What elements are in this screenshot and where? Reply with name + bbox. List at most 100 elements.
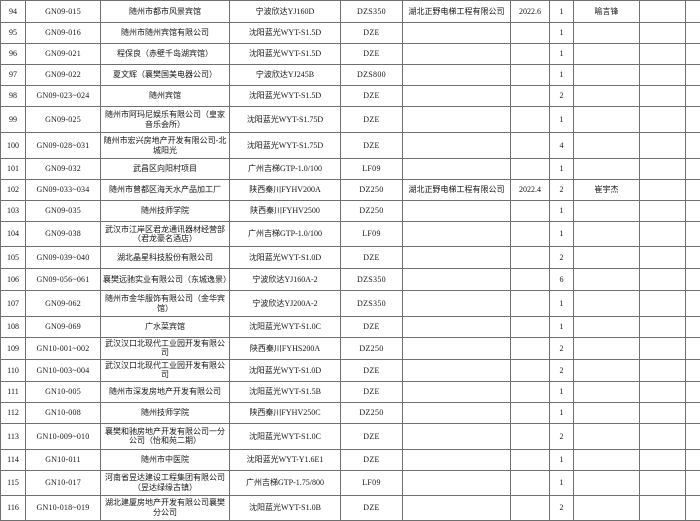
cell-code[interactable]: GN09-033~034 (26, 180, 101, 201)
cell-unit[interactable]: 随州市深发房地产开发有限公司 (101, 381, 230, 402)
cell-type[interactable]: DZE (341, 23, 403, 44)
cell-company[interactable] (403, 65, 511, 86)
cell-blank2[interactable] (686, 423, 700, 449)
cell-blank1[interactable] (640, 359, 686, 381)
cell-qty[interactable]: 2 (550, 359, 574, 381)
cell-date[interactable]: 2022.6 (511, 1, 550, 23)
cell-model[interactable]: 广州吉梯GTP-1.0/100 (230, 159, 341, 180)
cell-blank1[interactable] (640, 247, 686, 269)
cell-company[interactable]: 湖北正野电梯工程有限公司 (403, 180, 511, 201)
cell-company[interactable] (403, 449, 511, 470)
cell-blank1[interactable] (640, 65, 686, 86)
cell-blank1[interactable] (640, 201, 686, 222)
cell-seq[interactable]: 105 (1, 247, 26, 269)
cell-model[interactable]: 沈阳蓝光WYT-S1.0C (230, 423, 341, 449)
cell-qty[interactable]: 2 (550, 495, 574, 520)
cell-code[interactable]: GN10-011 (26, 449, 101, 470)
cell-seq[interactable]: 111 (1, 381, 26, 402)
cell-blank1[interactable] (640, 44, 686, 65)
cell-seq[interactable]: 112 (1, 402, 26, 423)
cell-company[interactable] (403, 44, 511, 65)
cell-code[interactable]: GN10-018~019 (26, 495, 101, 520)
cell-model[interactable]: 宁波欣达YJ160D (230, 1, 341, 23)
cell-blank2[interactable] (686, 338, 700, 360)
cell-date[interactable] (511, 381, 550, 402)
cell-unit[interactable]: 随州技师学院 (101, 402, 230, 423)
cell-model[interactable]: 沈阳蓝光WYT-S1.0B (230, 495, 341, 520)
cell-company[interactable] (403, 269, 511, 291)
cell-type[interactable]: DZ250 (341, 201, 403, 222)
cell-blank2[interactable] (686, 359, 700, 381)
cell-blank2[interactable] (686, 269, 700, 291)
cell-model[interactable]: 沈阳蓝光WYT-S1.0C (230, 317, 341, 338)
cell-blank2[interactable] (686, 23, 700, 44)
cell-blank1[interactable] (640, 470, 686, 495)
cell-qty[interactable]: 1 (550, 201, 574, 222)
cell-seq[interactable]: 99 (1, 107, 26, 133)
cell-unit[interactable]: 随州市金华服饰有限公司（金华宾馆） (101, 291, 230, 317)
cell-seq[interactable]: 109 (1, 338, 26, 360)
cell-model[interactable]: 陕西秦川FYHS200A (230, 338, 341, 360)
cell-person[interactable] (574, 423, 640, 449)
cell-unit[interactable]: 随州技师学院 (101, 201, 230, 222)
cell-unit[interactable]: 随州市宏兴房地产开发有限公司-北城阳光 (101, 133, 230, 159)
cell-company[interactable] (403, 247, 511, 269)
cell-date[interactable] (511, 402, 550, 423)
cell-seq[interactable]: 103 (1, 201, 26, 222)
cell-blank1[interactable] (640, 317, 686, 338)
cell-company[interactable] (403, 159, 511, 180)
cell-unit[interactable]: 随州市随州宾馆有限公司 (101, 23, 230, 44)
cell-code[interactable]: GN09-021 (26, 44, 101, 65)
cell-code[interactable]: GN09-025 (26, 107, 101, 133)
cell-unit[interactable]: 随州市中医院 (101, 449, 230, 470)
cell-qty[interactable]: 2 (550, 247, 574, 269)
cell-unit[interactable]: 襄樊远驰实业有限公司（东城逸景） (101, 269, 230, 291)
cell-unit[interactable]: 随州市曾都区海天水产品加工厂 (101, 180, 230, 201)
cell-qty[interactable]: 1 (550, 381, 574, 402)
cell-model[interactable]: 陕西秦川FYHV2500 (230, 201, 341, 222)
cell-blank2[interactable] (686, 86, 700, 107)
cell-type[interactable]: DZE (341, 359, 403, 381)
cell-model[interactable]: 沈阳蓝光WYT-S1.0D (230, 359, 341, 381)
cell-seq[interactable]: 107 (1, 291, 26, 317)
cell-unit[interactable]: 夏文辉（襄樊国美电器公司） (101, 65, 230, 86)
cell-date[interactable] (511, 65, 550, 86)
cell-code[interactable]: GN09-062 (26, 291, 101, 317)
cell-code[interactable]: GN09-023~024 (26, 86, 101, 107)
cell-qty[interactable]: 1 (550, 65, 574, 86)
cell-blank1[interactable] (640, 133, 686, 159)
cell-person[interactable] (574, 159, 640, 180)
cell-company[interactable] (403, 133, 511, 159)
cell-person[interactable]: 喻言锋 (574, 1, 640, 23)
cell-blank1[interactable] (640, 1, 686, 23)
cell-seq[interactable]: 98 (1, 86, 26, 107)
cell-person[interactable] (574, 470, 640, 495)
cell-person[interactable] (574, 222, 640, 247)
cell-seq[interactable]: 110 (1, 359, 26, 381)
cell-blank1[interactable] (640, 402, 686, 423)
cell-seq[interactable]: 94 (1, 1, 26, 23)
cell-seq[interactable]: 97 (1, 65, 26, 86)
cell-blank1[interactable] (640, 222, 686, 247)
cell-person[interactable] (574, 359, 640, 381)
cell-unit[interactable]: 程保良（赤壁千岛湖宾馆） (101, 44, 230, 65)
cell-person[interactable] (574, 381, 640, 402)
cell-blank1[interactable] (640, 449, 686, 470)
cell-seq[interactable]: 101 (1, 159, 26, 180)
cell-code[interactable]: GN10-001~002 (26, 338, 101, 360)
cell-blank1[interactable] (640, 107, 686, 133)
cell-unit[interactable]: 武汉汉口北现代工业园开发有限公司 (101, 338, 230, 360)
cell-qty[interactable]: 1 (550, 449, 574, 470)
cell-person[interactable] (574, 65, 640, 86)
cell-code[interactable]: GN10-003~004 (26, 359, 101, 381)
